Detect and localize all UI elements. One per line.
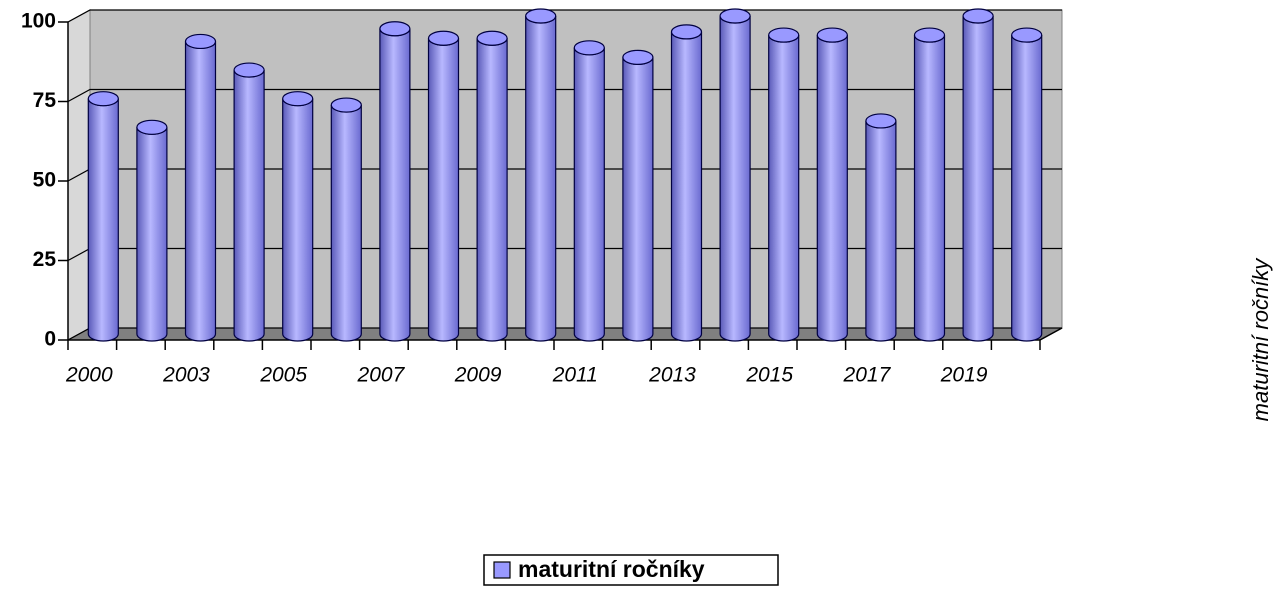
plot-area: 0 25 50 75 100 2000 2003 2005 2007 2009 2011 2013 20… <box>21 8 1063 387</box>
bar-top <box>476 30 508 46</box>
bar <box>427 38 460 342</box>
bar <box>282 98 314 342</box>
x-tick-label: 2013 <box>648 364 696 387</box>
bar <box>525 15 557 342</box>
x-tick-label: 2000 <box>65 364 113 387</box>
y-tick-label: 0 <box>44 328 56 351</box>
bar-top <box>136 119 168 135</box>
x-tick-label: 2019 <box>940 364 988 387</box>
bar-top <box>233 62 265 78</box>
bar-top <box>865 113 897 129</box>
bar-top <box>525 8 557 24</box>
x-tick-label: 2011 <box>552 364 598 387</box>
bar <box>573 47 605 342</box>
bar-top <box>816 27 848 43</box>
bar-top <box>573 40 605 56</box>
x-tick-label: 2009 <box>454 364 502 387</box>
bar <box>476 38 508 342</box>
bar-top <box>427 30 460 46</box>
y-tick-label: 100 <box>21 10 56 33</box>
bar <box>184 41 217 342</box>
y-tick-label: 75 <box>33 89 57 112</box>
bar <box>233 69 265 342</box>
bar-top <box>962 8 994 24</box>
bar-top <box>768 27 800 43</box>
bar <box>865 120 897 342</box>
x-tick-label: 2017 <box>843 364 892 387</box>
y-tick-label: 50 <box>33 169 56 192</box>
bar <box>1011 34 1043 342</box>
x-tick-label: 2005 <box>259 364 307 387</box>
bar-top <box>1011 27 1043 43</box>
bar <box>87 98 119 342</box>
floor <box>67 327 1063 341</box>
legend-swatch <box>493 561 511 579</box>
bar <box>913 34 946 342</box>
x-tick-label: 2007 <box>357 364 406 387</box>
bar <box>136 127 168 342</box>
bar <box>768 34 800 342</box>
bar <box>379 28 411 342</box>
bar <box>622 57 654 342</box>
bar <box>330 104 362 342</box>
bar <box>670 31 703 342</box>
bar <box>816 34 848 342</box>
bar-top <box>184 33 217 50</box>
x-axis-end <box>1039 327 1063 341</box>
bar <box>962 15 994 342</box>
bar-top <box>379 21 411 37</box>
bar-top <box>330 97 362 113</box>
legend <box>483 554 779 586</box>
y-tick-label: 25 <box>33 248 57 271</box>
bar-top <box>913 27 946 43</box>
x-tick-label: 2003 <box>162 364 210 387</box>
y-axis-title: maturitní ročníky <box>1248 257 1273 422</box>
bar-top <box>87 91 119 107</box>
bar-top <box>719 8 751 24</box>
bar <box>719 15 751 342</box>
bar-top <box>282 91 314 107</box>
bar-top <box>622 49 654 65</box>
legend-label: maturitní ročníky <box>518 556 705 582</box>
x-tick-label: 2015 <box>745 364 793 387</box>
bar-top <box>670 24 703 40</box>
